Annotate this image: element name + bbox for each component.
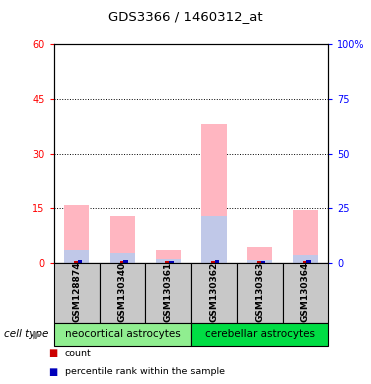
Text: count: count: [65, 349, 92, 358]
Text: GSM128874: GSM128874: [72, 261, 81, 322]
Bar: [169, 261, 174, 263]
Bar: [123, 260, 128, 263]
Bar: [306, 260, 311, 263]
Bar: [293, 255, 318, 263]
Bar: [155, 259, 181, 263]
Bar: [64, 250, 89, 263]
Text: GSM130364: GSM130364: [301, 262, 310, 322]
Bar: [247, 260, 272, 263]
Bar: [293, 210, 318, 263]
Bar: [201, 124, 227, 263]
Bar: [215, 260, 219, 263]
Bar: [54, 323, 191, 346]
Text: ■: ■: [48, 367, 58, 377]
Bar: [211, 261, 217, 263]
Text: GSM130362: GSM130362: [210, 262, 219, 322]
Bar: [110, 253, 135, 263]
Bar: [74, 261, 79, 263]
Text: GSM130361: GSM130361: [164, 262, 173, 322]
Text: percentile rank within the sample: percentile rank within the sample: [65, 367, 225, 376]
Text: GSM130340: GSM130340: [118, 262, 127, 322]
Bar: [110, 216, 135, 263]
Bar: [303, 261, 308, 263]
Bar: [155, 250, 181, 263]
Bar: [145, 263, 191, 323]
Text: ■: ■: [48, 348, 58, 358]
Bar: [257, 261, 262, 263]
Bar: [120, 261, 125, 263]
Bar: [191, 323, 328, 346]
Bar: [64, 205, 89, 263]
Text: cell type: cell type: [4, 329, 48, 339]
Bar: [201, 216, 227, 263]
Bar: [237, 263, 283, 323]
Bar: [191, 263, 237, 323]
Bar: [54, 263, 99, 323]
Text: GDS3366 / 1460312_at: GDS3366 / 1460312_at: [108, 10, 263, 23]
Text: cerebellar astrocytes: cerebellar astrocytes: [205, 329, 315, 339]
Text: ▶: ▶: [33, 329, 41, 339]
Bar: [78, 260, 82, 263]
Bar: [165, 261, 171, 263]
Text: neocortical astrocytes: neocortical astrocytes: [65, 329, 180, 339]
Bar: [99, 263, 145, 323]
Bar: [260, 261, 265, 263]
Bar: [247, 247, 272, 263]
Text: GSM130363: GSM130363: [255, 262, 264, 322]
Bar: [283, 263, 328, 323]
